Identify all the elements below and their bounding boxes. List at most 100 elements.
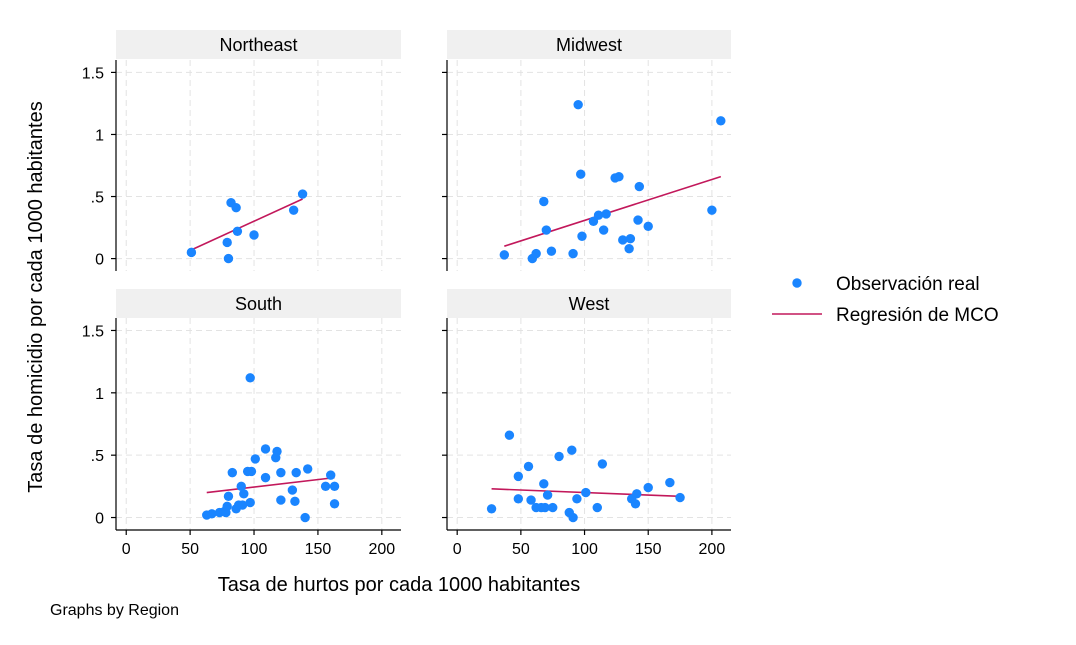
x-tick-label: 200 — [368, 541, 395, 558]
data-point — [276, 467, 286, 478]
panel-west: West 0 50 100 150 200 — [442, 289, 731, 558]
legend: Observación real Regresión de MCO — [772, 274, 999, 326]
data-point — [499, 250, 510, 260]
panel-south: South 0 .5 1 1.5 0 50 100 150 200 — [82, 289, 401, 558]
data-point — [531, 248, 541, 259]
panel-title: South — [235, 294, 282, 314]
data-point — [554, 451, 564, 462]
data-point — [539, 479, 549, 489]
data-point — [249, 230, 259, 240]
data-point — [675, 492, 685, 503]
data-point — [297, 189, 308, 199]
data-point — [634, 181, 645, 192]
x-tick-label: 0 — [122, 541, 131, 558]
y-tick-label: .5 — [91, 190, 104, 207]
y-tick-label: 0 — [95, 511, 104, 528]
data-point — [577, 231, 587, 241]
data-point — [326, 470, 336, 480]
data-point — [504, 430, 515, 440]
legend-point-marker — [792, 278, 802, 288]
data-point — [186, 247, 197, 258]
data-point — [246, 466, 257, 477]
data-point — [232, 226, 243, 236]
data-point — [513, 471, 524, 482]
data-point — [618, 235, 628, 245]
data-point — [597, 459, 608, 469]
y-tick-label: 1 — [95, 127, 104, 144]
y-tick-label: 1.5 — [82, 323, 104, 340]
x-axis-title: Tasa de hurtos por cada 1000 habitantes — [218, 574, 580, 596]
data-point — [320, 481, 331, 492]
data-point — [276, 495, 286, 505]
data-point — [486, 504, 497, 514]
y-tick-label: 0 — [95, 252, 104, 269]
x-tick-label: 100 — [571, 541, 598, 558]
panel-strip — [447, 289, 731, 318]
y-tick-label: 1 — [95, 386, 104, 403]
data-point — [632, 489, 642, 499]
data-point — [260, 472, 271, 483]
data-point — [223, 253, 234, 264]
data-point — [707, 205, 717, 215]
data-point — [576, 169, 586, 179]
data-point — [643, 482, 653, 493]
data-point — [592, 502, 602, 513]
data-point — [573, 99, 583, 110]
panel-strip — [116, 289, 401, 318]
data-point — [716, 116, 726, 126]
panel-northeast: Northeast 0 .5 1 1.5 — [82, 30, 401, 271]
data-point — [300, 512, 310, 523]
data-point — [624, 243, 634, 254]
panel-title: Northeast — [219, 35, 297, 55]
panel-title: West — [569, 294, 610, 314]
data-point — [601, 209, 611, 219]
data-point — [329, 499, 340, 509]
legend-label-line: Regresión de MCO — [836, 305, 999, 326]
data-point — [291, 467, 301, 478]
legend-label-points: Observación real — [836, 274, 980, 295]
data-point — [546, 246, 557, 256]
data-point — [223, 491, 234, 502]
data-point — [303, 464, 313, 474]
x-tick-label: 200 — [699, 541, 726, 558]
data-point — [588, 216, 599, 227]
panel-strip — [116, 30, 401, 59]
x-tick-label: 150 — [305, 541, 332, 558]
data-point — [236, 481, 246, 492]
data-point — [239, 489, 249, 499]
data-point — [260, 444, 271, 454]
data-point — [207, 509, 217, 519]
data-point — [540, 502, 550, 513]
data-point — [643, 221, 653, 232]
data-point — [539, 196, 549, 207]
data-point — [581, 487, 591, 498]
y-tick-label: .5 — [91, 448, 104, 465]
graphs-by-note: Graphs by Region — [50, 602, 179, 619]
ols-fit-line — [206, 476, 335, 494]
data-point — [288, 205, 299, 215]
data-point — [231, 203, 241, 213]
data-point — [245, 373, 255, 383]
ols-fit-line — [504, 175, 722, 247]
data-point — [593, 210, 604, 220]
panels-layer: Northeast 0 .5 1 1.5 Midwest South 0 .5 1 1.5 0 50 10… — [82, 30, 731, 558]
panel-title: Midwest — [556, 35, 622, 55]
data-point — [614, 171, 624, 182]
data-point — [513, 494, 524, 504]
data-point — [625, 234, 636, 244]
data-point — [526, 495, 536, 505]
y-tick-label: 1.5 — [82, 65, 104, 82]
x-tick-label: 0 — [453, 541, 462, 558]
data-point — [567, 445, 577, 455]
data-point — [329, 481, 340, 492]
data-point — [245, 497, 255, 508]
data-point — [572, 494, 582, 504]
x-tick-label: 150 — [635, 541, 662, 558]
data-point — [287, 485, 298, 495]
x-tick-label: 100 — [241, 541, 268, 558]
data-point — [222, 237, 232, 248]
data-point — [542, 490, 553, 500]
data-point — [568, 248, 578, 259]
data-point — [222, 501, 232, 512]
